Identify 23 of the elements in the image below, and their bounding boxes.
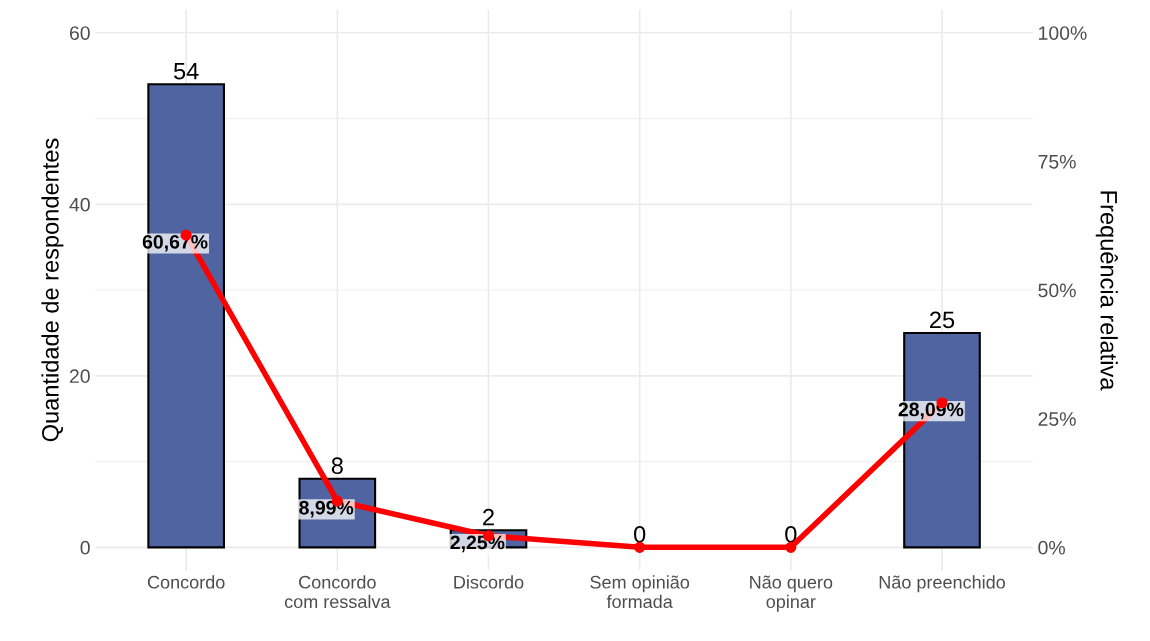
y2-tick-label: 75% xyxy=(1038,154,1076,169)
x-tick-label: Sem opinião formada xyxy=(590,575,690,609)
data-label: 0 xyxy=(634,525,646,543)
y-tick-label: 0 xyxy=(80,540,90,555)
y-tick-label: 40 xyxy=(69,197,90,212)
y2-axis-title: Frequência relativa xyxy=(1095,191,1118,391)
y2-tick-label: 50% xyxy=(1038,283,1076,298)
data-label: 54 xyxy=(173,63,199,80)
data-label: 2 xyxy=(483,508,494,526)
y-tick-label: 60 xyxy=(69,26,90,41)
data-label: 0 xyxy=(785,525,797,543)
y2-tick-label: 0% xyxy=(1038,540,1065,555)
data-label: 8 xyxy=(331,457,343,475)
y-tick-label: 20 xyxy=(69,369,90,384)
y2-tick-label: 25% xyxy=(1038,412,1076,426)
data-label: 25 xyxy=(930,311,955,329)
x-tick-label: Concordo com ressalva xyxy=(284,575,391,609)
y-axis-title: Quantidade de respondentes xyxy=(41,138,64,442)
x-tick-label: Não preenchido xyxy=(879,575,1005,593)
x-tick-label: Concordo xyxy=(147,575,225,589)
x-tick-label: Não quero opinar xyxy=(750,575,833,612)
x-tick-label: Discordo xyxy=(454,575,524,589)
y2-tick-label: 100% xyxy=(1039,26,1087,41)
